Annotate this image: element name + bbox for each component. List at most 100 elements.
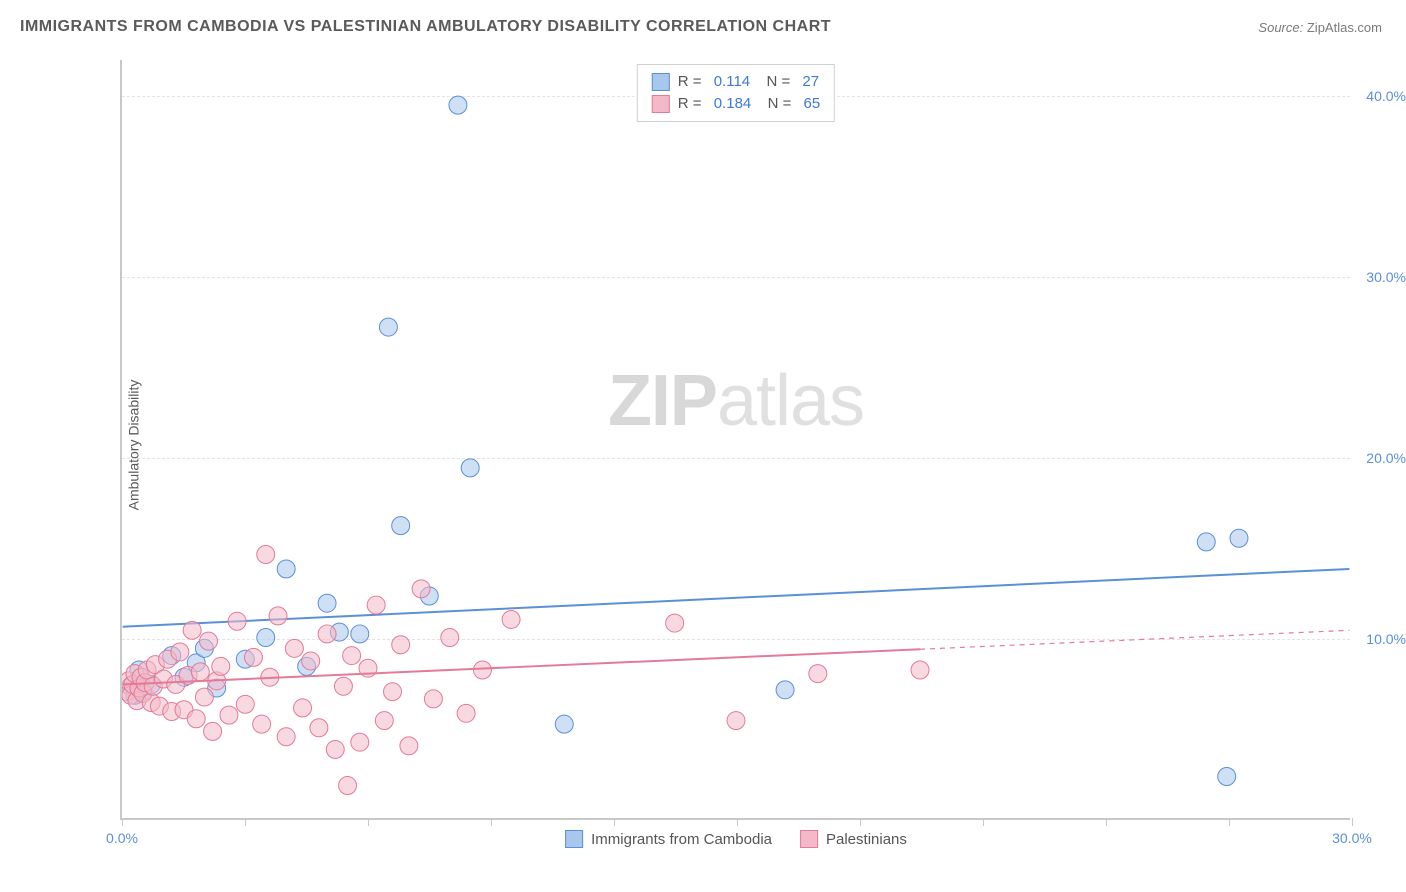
legend-item: Palestinians (800, 830, 907, 848)
scatter-point (318, 625, 336, 643)
scatter-point (204, 722, 222, 740)
scatter-point (457, 704, 475, 722)
legend-label: Immigrants from Cambodia (591, 831, 772, 848)
x-tick (860, 818, 861, 826)
legend-label: Palestinians (826, 831, 907, 848)
x-tick (1106, 818, 1107, 826)
scatter-point (200, 632, 218, 650)
scatter-point (727, 712, 745, 730)
legend-swatch (652, 73, 670, 91)
legend-n-value: 27 (802, 71, 819, 93)
x-tick (122, 818, 123, 826)
legend-row: R = 0.114 N = 27 (652, 71, 820, 93)
y-tick-label: 20.0% (1366, 450, 1406, 466)
x-tick-label: 0.0% (106, 830, 138, 846)
scatter-point (334, 677, 352, 695)
x-tick (737, 818, 738, 826)
trend-line (123, 569, 1350, 627)
series-legend: Immigrants from Cambodia Palestinians (565, 830, 907, 848)
source-label: Source: (1258, 20, 1303, 35)
scatter-point (375, 712, 393, 730)
legend-n-label: N = (759, 93, 795, 115)
x-tick (983, 818, 984, 826)
legend-r-label: R = (678, 71, 706, 93)
scatter-point (326, 740, 344, 758)
x-tick (491, 818, 492, 826)
scatter-point (502, 610, 520, 628)
legend-n-label: N = (758, 71, 794, 93)
scatter-point (269, 607, 287, 625)
scatter-point (257, 629, 275, 647)
legend-swatch (800, 830, 818, 848)
legend-r-value: 0.184 (714, 93, 752, 115)
source-attribution: Source: ZipAtlas.com (1258, 20, 1382, 35)
legend-row: R = 0.184 N = 65 (652, 93, 820, 115)
scatter-point (277, 728, 295, 746)
scatter-point (212, 657, 230, 675)
correlation-legend: R = 0.114 N = 27R = 0.184 N = 65 (637, 64, 835, 122)
scatter-point (343, 647, 361, 665)
x-tick (245, 818, 246, 826)
scatter-point (191, 663, 209, 681)
scatter-point (392, 517, 410, 535)
scatter-point (809, 665, 827, 683)
chart-title: IMMIGRANTS FROM CAMBODIA VS PALESTINIAN … (20, 18, 831, 36)
scatter-point (412, 580, 430, 598)
scatter-point (379, 318, 397, 336)
legend-r-value: 0.114 (714, 71, 750, 93)
scatter-point (257, 546, 275, 564)
scatter-point (351, 625, 369, 643)
y-tick-label: 40.0% (1366, 88, 1406, 104)
scatter-point (171, 643, 189, 661)
scatter-point (441, 629, 459, 647)
y-tick-label: 30.0% (1366, 269, 1406, 285)
scatter-point (911, 661, 929, 679)
x-tick (614, 818, 615, 826)
x-tick (368, 818, 369, 826)
source-value: ZipAtlas.com (1307, 20, 1382, 35)
legend-item: Immigrants from Cambodia (565, 830, 772, 848)
scatter-point (1197, 533, 1215, 551)
scatter-point (187, 710, 205, 728)
scatter-point (195, 688, 213, 706)
y-tick-label: 10.0% (1366, 631, 1406, 647)
scatter-point (183, 621, 201, 639)
scatter-point (277, 560, 295, 578)
scatter-point (1218, 768, 1236, 786)
x-tick (1352, 818, 1353, 826)
legend-r-label: R = (678, 93, 706, 115)
scatter-point (220, 706, 238, 724)
scatter-point (339, 777, 357, 795)
scatter-point (351, 733, 369, 751)
scatter-point (400, 737, 418, 755)
legend-swatch (565, 830, 583, 848)
scatter-point (294, 699, 312, 717)
trend-line-dashed (920, 630, 1349, 649)
scatter-point (424, 690, 442, 708)
plot-area: ZIPatlas R = 0.114 N = 27R = 0.184 N = 6… (120, 60, 1350, 820)
scatter-point (1230, 529, 1248, 547)
scatter-point (228, 612, 246, 630)
scatter-point (449, 96, 467, 114)
scatter-point (473, 661, 491, 679)
x-tick-label: 30.0% (1332, 830, 1372, 846)
scatter-point (318, 594, 336, 612)
scatter-point (244, 648, 262, 666)
scatter-point (392, 636, 410, 654)
scatter-point (285, 639, 303, 657)
scatter-point (461, 459, 479, 477)
scatter-point (302, 652, 320, 670)
scatter-svg (122, 60, 1350, 818)
chart-container: Ambulatory Disability ZIPatlas R = 0.114… (60, 50, 1360, 840)
legend-swatch (652, 95, 670, 113)
legend-n-value: 65 (804, 93, 821, 115)
scatter-point (384, 683, 402, 701)
scatter-point (310, 719, 328, 737)
scatter-point (367, 596, 385, 614)
scatter-point (666, 614, 684, 632)
scatter-point (555, 715, 573, 733)
x-tick (1229, 818, 1230, 826)
scatter-point (253, 715, 271, 733)
scatter-point (236, 695, 254, 713)
scatter-point (776, 681, 794, 699)
